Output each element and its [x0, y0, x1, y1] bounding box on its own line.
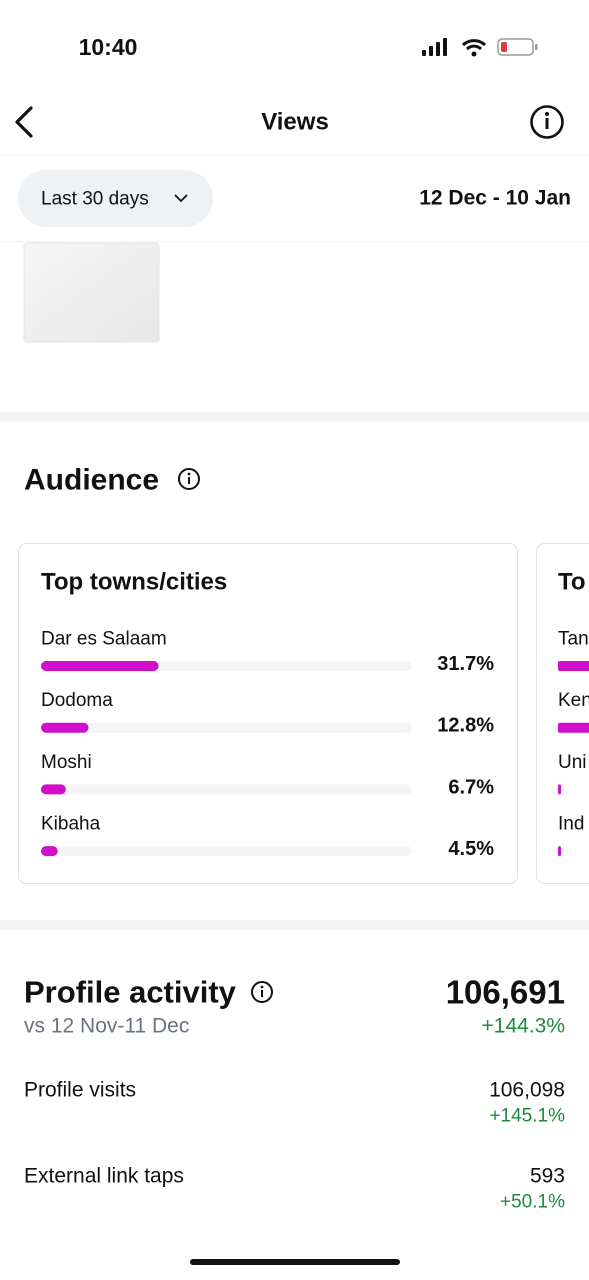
metric-change: +145.1%: [489, 1106, 565, 1127]
battery-icon: [497, 38, 538, 56]
city-name: Kibaha: [41, 814, 101, 835]
card: [536, 543, 589, 884]
country-name: Tan: [558, 629, 589, 650]
comparison: vs 12 Nov-11 Dec: [24, 1015, 189, 1038]
back-button[interactable]: [15, 106, 33, 138]
info-button[interactable]: [530, 105, 564, 139]
section-title: Profile activity: [24, 975, 237, 1010]
bar-track: [41, 846, 412, 857]
bar-track: [41, 722, 412, 733]
total-value: 106,691: [446, 974, 565, 1011]
signal-icon: [422, 38, 447, 56]
section-separator: [0, 920, 589, 930]
range-label: Last 30 days: [41, 189, 149, 210]
percentage: 31.7%: [437, 653, 494, 675]
card-title: Top towns/cities: [41, 569, 227, 596]
metric-label: Profile visits: [24, 1079, 136, 1102]
country-name: Ken: [558, 690, 589, 711]
bar: [558, 846, 561, 857]
section-title: Audience: [24, 464, 159, 497]
wifi-dot: [471, 51, 477, 57]
bar-track: [41, 784, 412, 795]
bar: [558, 784, 561, 795]
header-title: Views: [261, 109, 329, 136]
metric-value: 593: [530, 1165, 565, 1188]
percentage: 6.7%: [448, 776, 494, 798]
country-name: Ind: [558, 814, 584, 835]
city-name: Dodoma: [41, 690, 113, 711]
bar: [558, 722, 589, 733]
thumbnail[interactable]: [23, 242, 160, 343]
bar: [41, 846, 58, 857]
date-range: 12 Dec - 10 Jan: [419, 187, 571, 210]
total-change: +144.3%: [482, 1015, 566, 1038]
info-icon[interactable]: [251, 981, 273, 1003]
metric-change: +50.1%: [500, 1192, 565, 1213]
status-time: 10:40: [79, 34, 138, 60]
percentage: 12.8%: [437, 715, 494, 737]
bar: [558, 661, 589, 671]
card-title: To: [558, 569, 586, 596]
bar: [41, 784, 66, 795]
metric-value: 106,098: [489, 1079, 565, 1102]
bar: [41, 661, 159, 671]
section-separator: [0, 412, 589, 422]
city-name: Moshi: [41, 752, 92, 773]
bar: [41, 722, 89, 733]
home-indicator: [190, 1259, 400, 1265]
metric-label: External link taps: [24, 1165, 184, 1188]
info-icon[interactable]: [178, 468, 200, 490]
card: [18, 543, 518, 884]
country-name: Uni: [558, 752, 587, 773]
range-dropdown[interactable]: Last 30 days: [18, 170, 213, 227]
city-name: Dar es Salaam: [41, 629, 167, 650]
percentage: 4.5%: [448, 838, 494, 860]
wifi-icon: [461, 39, 487, 51]
